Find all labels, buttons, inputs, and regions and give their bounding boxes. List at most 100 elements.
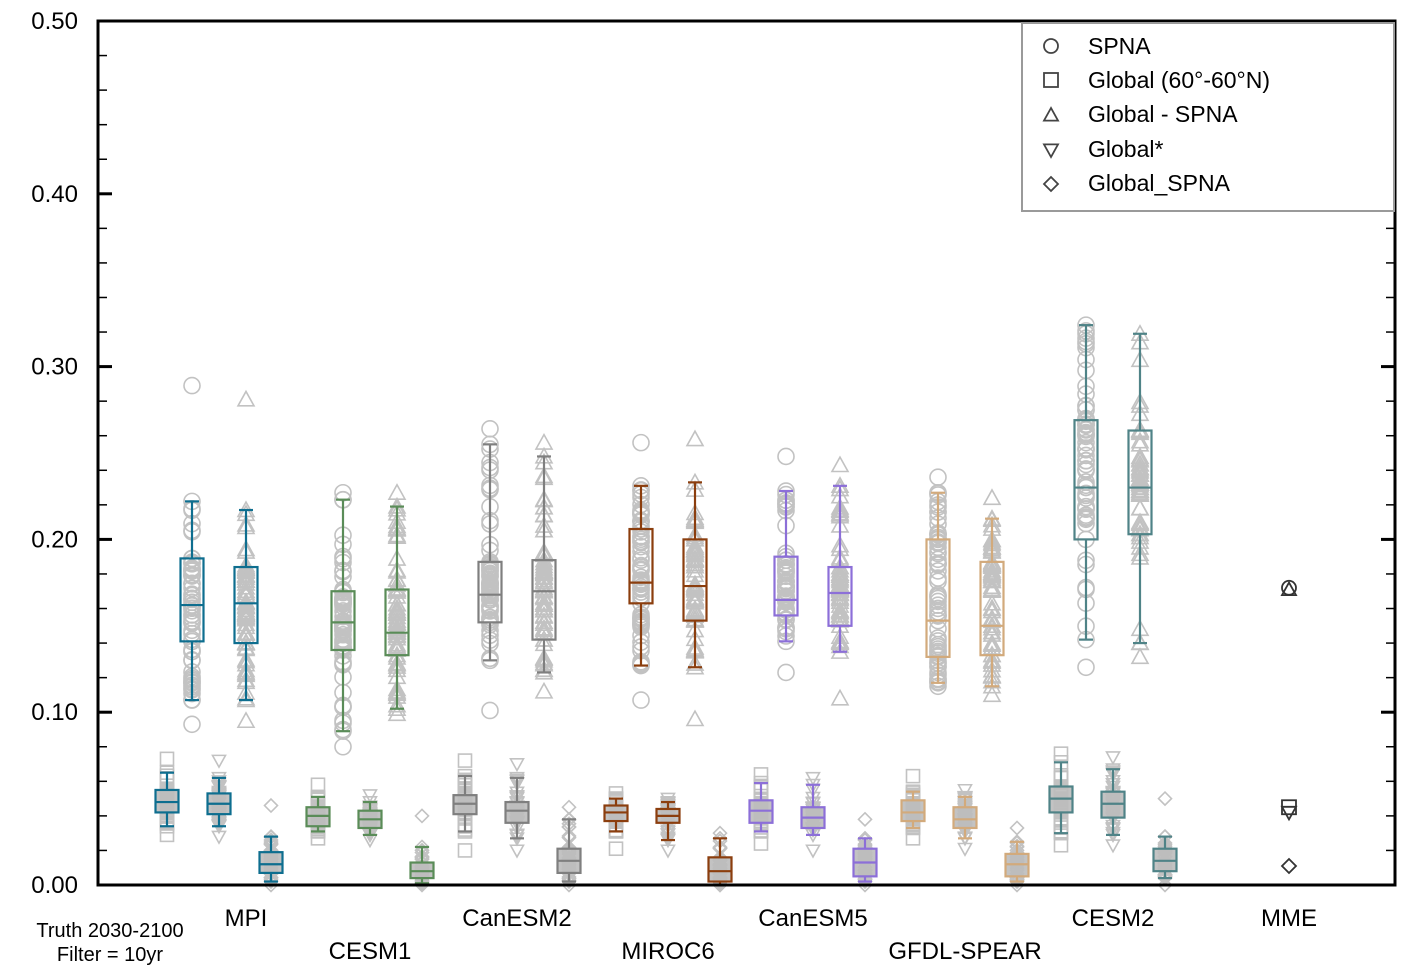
box-iqr [773, 555, 799, 617]
model-label-mme: MME [1261, 905, 1317, 932]
sample-point [1130, 465, 1150, 482]
legend-label-global-star: Global* [1088, 136, 1163, 162]
sample-point [1053, 746, 1069, 761]
sample-point [534, 578, 554, 596]
sample-point [1130, 633, 1150, 650]
sample-point [334, 602, 352, 620]
sample-point [236, 602, 256, 620]
model-label-cesm2: CESM2 [1072, 905, 1155, 932]
y-tick-labels: 0.00 0.10 0.20 0.30 0.40 0.50 [31, 8, 78, 899]
box-iqr [682, 538, 708, 622]
legend-label-spna: SPNA [1088, 33, 1151, 59]
model-labels: MPI CESM1 CanESM2 MIROC6 CanESM5 GFDL-SPEAR CE… [225, 905, 1317, 965]
box-miroc6-global-60-60n- [603, 797, 629, 833]
sample-point [1130, 513, 1150, 531]
sample-point [929, 556, 947, 574]
sample-point [1105, 766, 1121, 781]
sample-point [777, 663, 795, 682]
sample-point [805, 771, 821, 787]
box-cesm2-global-spna [1127, 332, 1153, 645]
footnote-line-2: Filter = 10yr [57, 944, 163, 966]
sample-point [1130, 447, 1150, 465]
sample-point [159, 751, 175, 767]
box-miroc6-spna [628, 484, 654, 667]
sample-point [982, 566, 1002, 584]
sample-point [534, 614, 554, 631]
sample-point [632, 556, 650, 575]
sample-point [1077, 426, 1095, 444]
box-cesm1-global-60-60n- [305, 795, 331, 833]
sample-point [481, 701, 499, 720]
sample-point [236, 583, 256, 601]
box-gfdl-spear-global-spna [1004, 840, 1030, 883]
legend-label-global-60-60n: Global (60°-60°N) [1088, 67, 1270, 93]
sample-point [632, 433, 650, 452]
sample-point [481, 582, 499, 600]
sample-point [236, 604, 256, 622]
mme-point-diamond [1280, 857, 1298, 875]
legend-marker-diamond [1042, 175, 1060, 193]
box-cesm1-spna [330, 498, 356, 733]
sample-point [929, 562, 947, 580]
box-canesm5-spna [773, 489, 799, 643]
sample-point [183, 561, 201, 579]
sample-point [509, 758, 525, 773]
sample-point [263, 797, 279, 814]
box-plots [154, 324, 1178, 887]
sample-point [830, 455, 850, 473]
sample-point [334, 483, 352, 502]
sample-point [632, 575, 650, 594]
sample-point [685, 709, 705, 727]
sample-point [685, 584, 705, 602]
sample-point [183, 579, 201, 598]
model-group-mpi [154, 500, 284, 883]
box-canesm2-global-60-60n- [452, 775, 478, 833]
sample-point [685, 550, 705, 567]
box-cesm2-global- [1100, 768, 1126, 836]
y-tick-label: 0.10 [31, 699, 78, 726]
box-canesm2-spna [477, 443, 503, 662]
sample-point [183, 715, 201, 734]
sample-point [1077, 476, 1095, 495]
box-cesm1-global-spna [409, 845, 435, 885]
sample-point [982, 565, 1002, 583]
sample-point [905, 831, 921, 846]
sample-point [982, 601, 1002, 619]
sample-point [236, 711, 256, 729]
model-label-gfdl-spear: GFDL-SPEAR [888, 938, 1041, 965]
sample-point [929, 606, 947, 625]
sample-point [957, 791, 973, 806]
sample-point [660, 798, 676, 813]
sample-point [387, 620, 407, 637]
model-label-miroc6: MIROC6 [621, 938, 714, 965]
sample-point [982, 557, 1002, 575]
sample-point [387, 613, 407, 631]
sample-point [183, 605, 201, 624]
box-mpi-global-spna [258, 835, 284, 883]
box-iqr [384, 588, 410, 657]
model-label-canesm5: CanESM5 [758, 905, 867, 932]
sample-point [509, 844, 525, 859]
sample-point [632, 530, 650, 549]
footnote: Truth 2030-2100 Filter = 10yr [36, 920, 183, 966]
sample-point [387, 575, 407, 593]
legend-marker-circle [1043, 38, 1059, 54]
plot-frame [96, 19, 1397, 887]
box-mpi-spna [179, 500, 205, 702]
sample-point [632, 568, 650, 587]
sample-point [1009, 820, 1025, 836]
model-group-cesm1 [305, 498, 435, 885]
sample-point [414, 808, 430, 824]
mme-points [1280, 579, 1298, 875]
sample-point [1130, 485, 1150, 502]
footnote-line-1: Truth 2030-2100 [36, 920, 183, 942]
model-group-canesm5 [748, 484, 878, 883]
box-canesm2-global-spna [531, 455, 557, 674]
box-iqr [531, 559, 557, 641]
box-cesm1-global-spna [384, 505, 410, 710]
sample-point [481, 601, 499, 619]
scatter-miroc6 [632, 433, 650, 709]
sample-point [1077, 440, 1095, 459]
sample-point [1077, 658, 1095, 677]
model-group-gfdl-spear [900, 491, 1030, 883]
